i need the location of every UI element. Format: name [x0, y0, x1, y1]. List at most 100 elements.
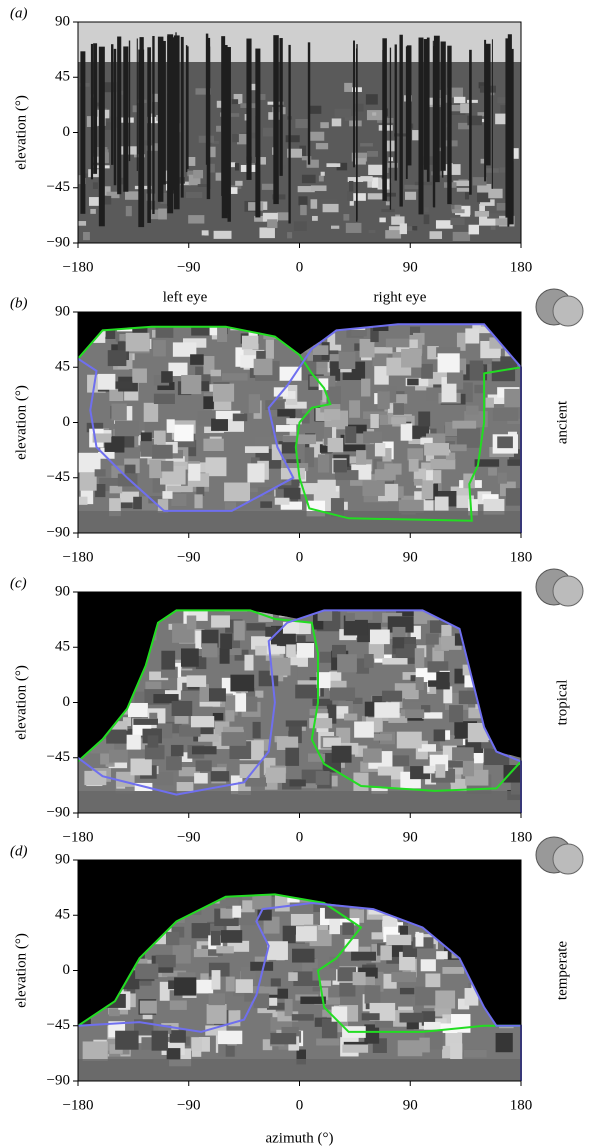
tree [80, 51, 86, 214]
texture [474, 211, 490, 217]
facet [373, 324, 389, 331]
tree [485, 43, 491, 166]
facet [393, 403, 404, 415]
tree [186, 46, 189, 169]
facet [335, 706, 349, 715]
texture [353, 103, 364, 112]
facet [263, 916, 280, 934]
texture [147, 116, 163, 124]
x-tick-label: 180 [510, 829, 533, 845]
facet [342, 1044, 369, 1053]
side-label: temperate [554, 941, 570, 1000]
facet [188, 610, 208, 621]
facet [224, 482, 251, 502]
texture [233, 93, 243, 105]
tree [161, 40, 166, 185]
facet [210, 369, 222, 377]
facet [317, 479, 336, 496]
tree [509, 38, 511, 188]
panel: 90 45 0 −45 −90 −180 −90 0 90 180 (c) elevation (°)… [10, 568, 584, 845]
texture [344, 115, 357, 121]
texture [226, 113, 240, 117]
facet [312, 698, 333, 706]
facet [354, 721, 374, 738]
facet [377, 391, 390, 409]
facet [331, 1006, 348, 1022]
tree [441, 44, 444, 178]
facet [121, 1047, 130, 1055]
facet [398, 499, 424, 513]
panel: 90 45 0 −45 −90 −180 −90 0 90 180 (a) elevation (°) [10, 5, 532, 275]
tree [279, 38, 283, 176]
texture [367, 150, 379, 157]
facet [174, 977, 197, 996]
facet [386, 934, 412, 946]
texture [231, 99, 239, 105]
facet [291, 1014, 314, 1021]
facet [151, 968, 168, 978]
facet [316, 1038, 340, 1046]
facet [245, 350, 258, 358]
facet [153, 393, 175, 405]
texture [310, 185, 327, 192]
facet [312, 345, 329, 355]
facet [266, 1002, 290, 1010]
facet [415, 986, 441, 1006]
texture [287, 148, 303, 158]
facet [497, 436, 513, 449]
facet [435, 990, 456, 1009]
tree [113, 48, 117, 186]
facet [179, 752, 193, 763]
facet [234, 649, 249, 661]
facet [339, 982, 356, 997]
facet [176, 782, 194, 793]
facet [406, 1017, 419, 1030]
facet [439, 737, 463, 746]
texture [142, 140, 153, 146]
facet [485, 397, 494, 408]
texture [285, 135, 300, 143]
facet [97, 373, 116, 390]
texture [212, 140, 219, 144]
facet [364, 985, 381, 1004]
facet [127, 435, 151, 446]
facet [166, 1048, 181, 1060]
facet [115, 1030, 139, 1050]
tree [484, 39, 487, 182]
facet [430, 458, 456, 470]
facet [297, 434, 317, 445]
tree [353, 40, 355, 168]
texture [188, 174, 201, 186]
facet [462, 758, 475, 777]
y-axis-label: elevation (°) [13, 933, 29, 1008]
facet [420, 959, 436, 972]
texture [312, 215, 318, 221]
facet [233, 620, 245, 641]
y-tick-label: −90 [47, 234, 70, 250]
texture [124, 191, 139, 200]
texture [234, 163, 240, 171]
facet [432, 470, 442, 484]
facet [86, 422, 104, 433]
facet [342, 922, 354, 935]
facet [161, 666, 178, 678]
facet [257, 487, 273, 495]
tree [389, 47, 392, 210]
facet [266, 767, 286, 783]
facet [228, 1010, 241, 1027]
texture [236, 133, 251, 145]
facet [374, 442, 386, 457]
facet [266, 646, 286, 654]
facet [161, 650, 176, 670]
tree [223, 45, 228, 214]
texture [187, 170, 197, 177]
facet [422, 712, 443, 719]
texture [330, 225, 340, 229]
facet [161, 460, 174, 472]
facet [109, 485, 123, 494]
facet [267, 997, 278, 1006]
texture [429, 231, 443, 239]
facet [220, 899, 239, 907]
tree [246, 38, 252, 180]
